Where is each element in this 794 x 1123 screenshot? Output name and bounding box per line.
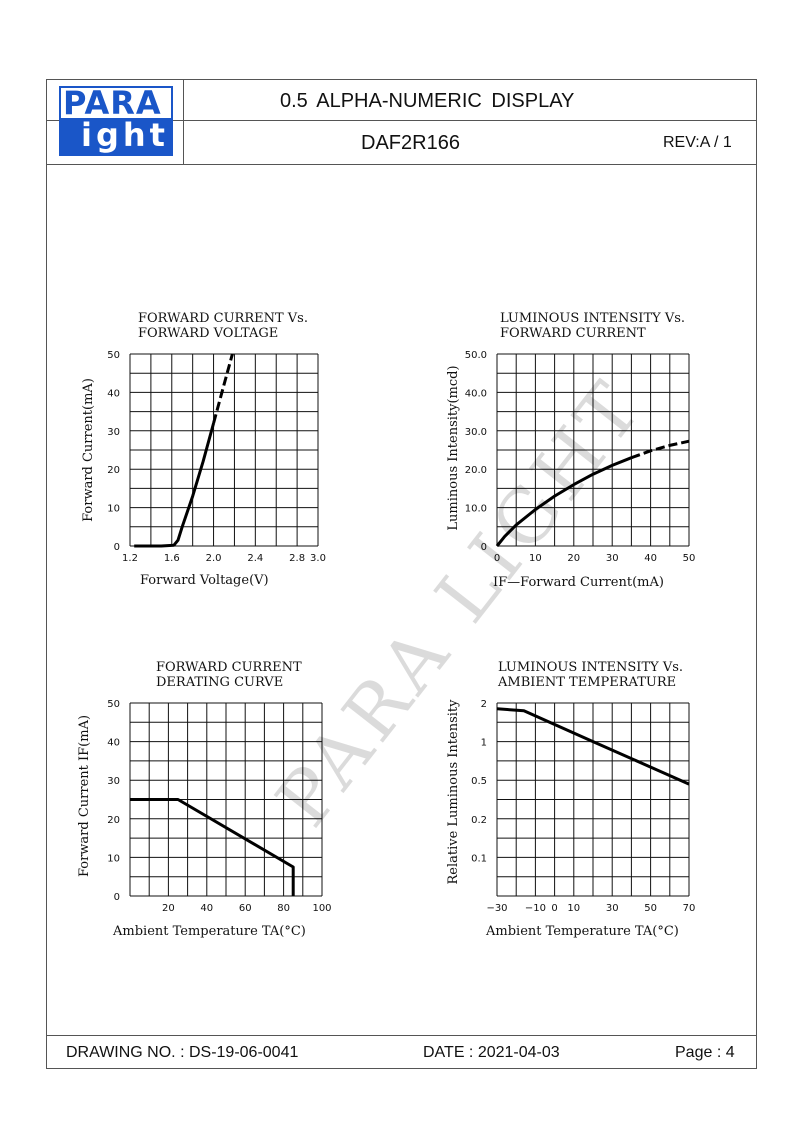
series-line-dashed — [212, 353, 234, 424]
x-tick-label: 0 — [551, 903, 557, 914]
y-tick-label: 30.0 — [465, 427, 487, 438]
y-tick-label: 50.0 — [465, 350, 487, 361]
footer-divider — [46, 1035, 757, 1036]
y-tick-label: 0.2 — [471, 815, 487, 826]
x-tick-label: 2.4 — [247, 553, 263, 564]
x-tick-label: 40 — [644, 553, 657, 564]
y-tick-label: 0 — [114, 892, 120, 903]
x-tick-label: 70 — [683, 903, 696, 914]
series-line-dashed — [630, 439, 690, 460]
x-tick-label: 0 — [494, 553, 500, 564]
drawing-number: DRAWING NO. : DS-19-06-0041 — [66, 1044, 299, 1061]
x-tick-label: 1.6 — [164, 553, 180, 564]
x-tick-label: 80 — [277, 903, 290, 914]
y-tick-label: 0.1 — [471, 853, 487, 864]
x-axis-label: IF—Forward Current(mA) — [493, 575, 664, 590]
y-tick-label: 50 — [107, 699, 120, 710]
y-tick-label: 20.0 — [465, 465, 487, 476]
chart-luminous-intensity-vs-current: LUMINOUS INTENSITY Vs.FORWARD CURRENT 0 10… — [446, 311, 695, 590]
x-tick-label: 40 — [200, 903, 213, 914]
chart-forward-current-vs-voltage: FORWARD CURRENT Vs.FORWARD VOLTAGE 1.2 1.6… — [81, 311, 326, 588]
y-tick-label: 40 — [107, 738, 120, 749]
logo-bottom-block: ight — [59, 116, 173, 156]
logo-top-block: PARA — [59, 84, 173, 122]
x-tick-label: 20 — [567, 553, 580, 564]
logo-divider — [183, 79, 184, 164]
x-tick-label: 2.8 — [289, 553, 305, 564]
chart-title-line: FORWARD CURRENT — [156, 660, 302, 675]
x-tick-label: 60 — [239, 903, 252, 914]
chart-luminous-intensity-vs-temperature: LUMINOUS INTENSITY Vs.AMBIENT TEMPERATUR… — [446, 660, 695, 939]
y-tick-label: 20 — [107, 465, 120, 476]
y-tick-label: 0 — [481, 542, 487, 553]
y-axis-label: Forward Current(mA) — [81, 378, 96, 522]
y-tick-label: 10 — [107, 504, 120, 515]
x-tick-label: 50 — [683, 553, 696, 564]
x-axis-label: Ambient Temperature TA(°C) — [485, 924, 679, 939]
chart-title-line: FORWARD VOLTAGE — [138, 326, 278, 341]
series-line — [496, 707, 690, 786]
series-line — [134, 422, 216, 548]
y-tick-label: 50 — [107, 350, 120, 361]
y-tick-label: 0 — [114, 542, 120, 553]
y-tick-label: 10 — [107, 853, 120, 864]
document-title: 0.5 ALPHA-NUMERIC DISPLAY — [280, 90, 575, 112]
x-tick-label: −30 — [486, 903, 507, 914]
x-tick-label: −10 — [525, 903, 546, 914]
series-line — [495, 456, 632, 547]
y-tick-label: 40 — [107, 388, 120, 399]
y-tick-label: 40.0 — [465, 388, 487, 399]
x-tick-label: 20 — [162, 903, 175, 914]
logo-top-text: PARA — [63, 84, 162, 122]
logo-bottom-text: ight — [81, 116, 169, 154]
x-axis-label: Ambient Temperature TA(°C) — [112, 924, 306, 939]
x-tick-label: 2.0 — [206, 553, 222, 564]
y-tick-label: 20 — [107, 815, 120, 826]
chart-title-line: AMBIENT TEMPERATURE — [497, 675, 676, 690]
y-tick-label: 1 — [481, 738, 487, 749]
header-bottom-border — [46, 164, 757, 165]
x-axis-label: Forward Voltage(V) — [140, 573, 269, 588]
header-divider — [46, 120, 757, 121]
x-tick-label: 10 — [529, 553, 542, 564]
chart-title-line: FORWARD CURRENT — [500, 326, 646, 341]
y-axis-label: Relative Luminous Intensity — [446, 699, 461, 885]
page-number: Page : 4 — [675, 1044, 735, 1061]
chart-title-line: LUMINOUS INTENSITY Vs. — [498, 660, 683, 675]
company-logo: PARA ight — [59, 84, 173, 156]
x-tick-label: 10 — [567, 903, 580, 914]
x-tick-label: 50 — [644, 903, 657, 914]
page-frame — [46, 79, 757, 1069]
series-line — [130, 798, 295, 896]
x-tick-label: 3.0 — [310, 553, 326, 564]
y-tick-label: 30 — [107, 776, 120, 787]
part-number: DAF2R166 — [361, 132, 460, 154]
x-tick-label: 30 — [606, 553, 619, 564]
x-tick-label: 1.2 — [122, 553, 138, 564]
y-axis-label: Luminous Intensity(mcd) — [446, 365, 461, 530]
x-tick-label: 100 — [312, 903, 331, 914]
y-tick-label: 2 — [481, 699, 487, 710]
drawing-date: DATE : 2021-04-03 — [423, 1044, 560, 1061]
y-tick-label: 0.5 — [471, 776, 487, 787]
chart-title-line: LUMINOUS INTENSITY Vs. — [500, 311, 685, 326]
y-axis-label: Forward Current IF(mA) — [77, 715, 92, 877]
revision-label: REV:A / 1 — [663, 134, 732, 151]
x-tick-label: 30 — [606, 903, 619, 914]
y-tick-label: 30 — [107, 427, 120, 438]
chart-title-line: FORWARD CURRENT Vs. — [138, 311, 308, 326]
y-tick-label: 10.0 — [465, 504, 487, 515]
chart-title-line: DERATING CURVE — [156, 675, 283, 690]
